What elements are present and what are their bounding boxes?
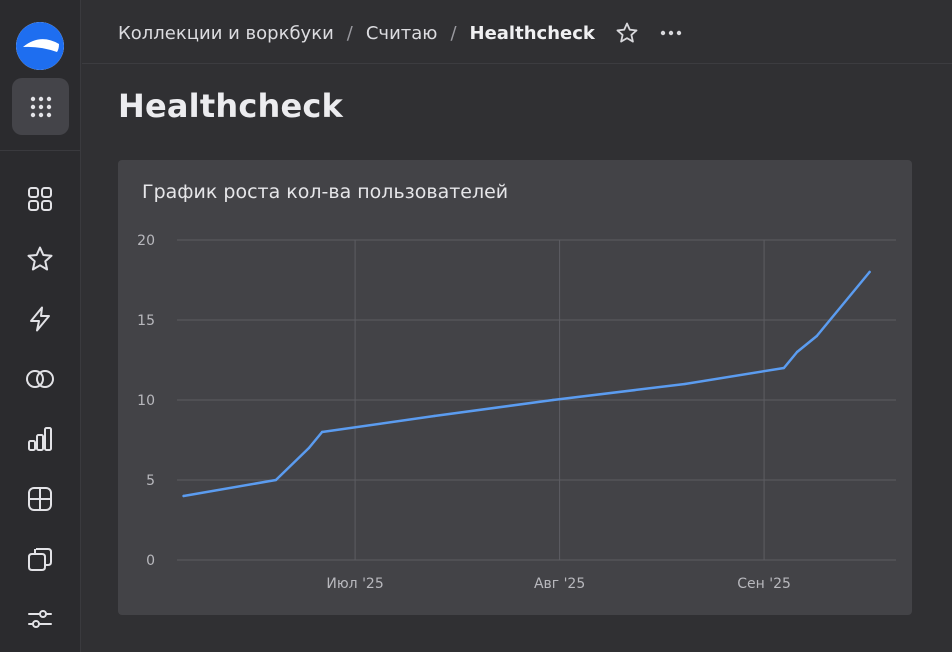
settings-sliders-icon[interactable]: [24, 603, 56, 635]
apps-grid-icon[interactable]: [12, 78, 69, 135]
chart-widget: График роста кол-ва пользователей 0 5 10 15…: [118, 160, 912, 615]
sidebar-divider: [0, 150, 81, 151]
y-tick-label: 5: [146, 473, 155, 489]
y-tick-label: 20: [137, 233, 155, 249]
data-point: [815, 334, 819, 338]
y-tick-label: 10: [137, 393, 155, 409]
chart-canvas: 0 5 10 15 20 Июл '25 Авг '25 Сен '25: [137, 233, 896, 592]
y-tick-label: 15: [137, 313, 155, 329]
data-point: [868, 270, 871, 274]
favorite-star-icon[interactable]: [615, 21, 639, 45]
breadcrumb-separator: /: [450, 22, 457, 44]
breadcrumb-workbook[interactable]: Считаю: [365, 22, 438, 44]
datasets-rings-icon[interactable]: [24, 363, 56, 395]
tables-icon[interactable]: [24, 483, 56, 515]
breadcrumb-current: Healthcheck: [469, 22, 595, 44]
data-point: [782, 366, 786, 370]
chart-title: График роста кол-ва пользователей: [142, 181, 509, 203]
breadcrumb-separator: /: [346, 22, 353, 44]
more-options-icon[interactable]: [659, 21, 683, 45]
data-point: [683, 382, 687, 386]
series-line: [182, 270, 871, 498]
data-point: [274, 478, 278, 482]
breadcrumb-collections[interactable]: Коллекции и воркбуки: [118, 22, 334, 44]
data-point: [320, 430, 324, 434]
logo[interactable]: [16, 22, 64, 70]
x-tick-label: Сен '25: [737, 576, 791, 592]
data-point: [182, 494, 185, 498]
connections-bolt-icon[interactable]: [24, 303, 56, 335]
sidebar: [0, 0, 81, 652]
page-title: Healthcheck: [118, 87, 344, 125]
data-point: [307, 446, 311, 450]
data-point: [551, 398, 555, 402]
header: Коллекции и воркбуки / Считаю / Healthch…: [82, 0, 952, 64]
data-point: [795, 350, 799, 354]
workbooks-icon[interactable]: [24, 543, 56, 575]
favorites-star-icon[interactable]: [24, 243, 56, 275]
charts-bars-icon[interactable]: [24, 423, 56, 455]
x-tick-label: Авг '25: [534, 576, 585, 592]
breadcrumb: Коллекции и воркбуки / Считаю / Healthch…: [118, 20, 683, 46]
data-point: [433, 414, 436, 418]
y-tick-label: 0: [146, 553, 155, 569]
dashboards-icon[interactable]: [24, 183, 56, 215]
x-tick-label: Июл '25: [326, 576, 383, 592]
